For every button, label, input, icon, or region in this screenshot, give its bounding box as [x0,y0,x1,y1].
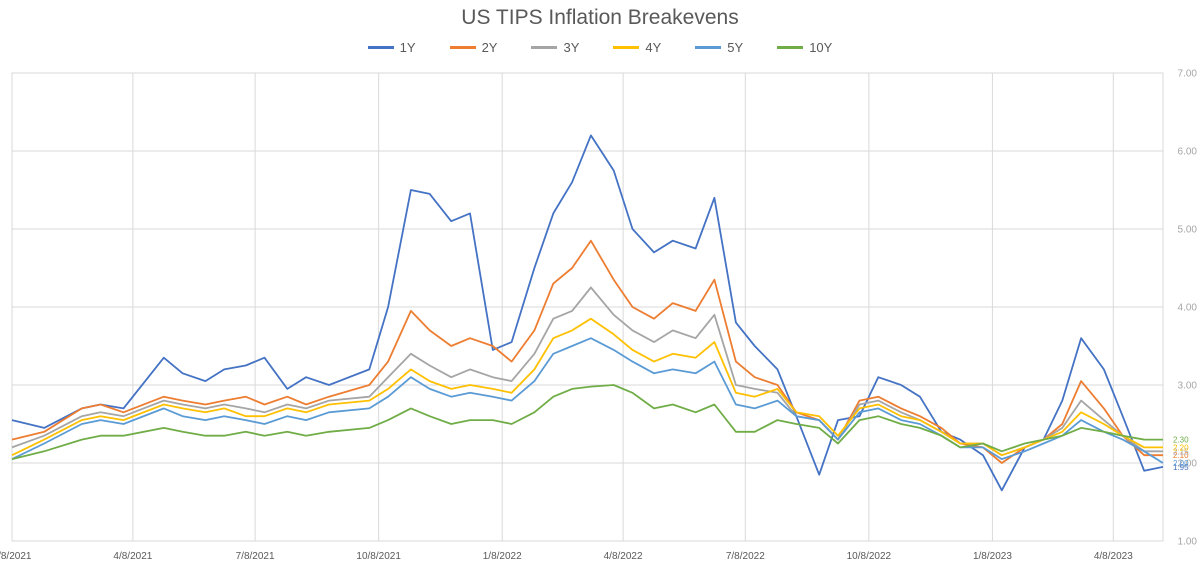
legend-label: 2Y [481,40,498,55]
y-tick-label: 6.00 [1178,147,1198,158]
legend-label: 10Y [809,40,833,55]
series-line-5y [11,337,1164,464]
x-tick-label: 4/8/2023 [1094,551,1133,562]
y-tick-label: 3.00 [1178,381,1198,392]
x-tick-label: 7/8/2022 [726,551,765,562]
legend-item-4y: 4Y [613,40,661,55]
y-tick-label: 7.00 [1178,69,1198,80]
x-tick-label: 1/8/2022 [483,551,522,562]
y-tick-label: 5.00 [1178,225,1198,236]
legend-label: 1Y [399,40,416,55]
x-tick-label: 1/8/2023 [973,551,1012,562]
chart-legend: 1Y 2Y 3Y 4Y 5Y 10Y [0,40,1200,55]
legend-item-2y: 2Y [449,40,498,55]
legend-swatch [531,46,558,49]
legend-label: 4Y [645,40,662,55]
series-line-1y [11,134,1164,492]
x-tick-label: 10/8/2021 [356,551,401,562]
legend-swatch [367,46,394,49]
legend-swatch [613,46,640,49]
y-tick-label: 4.00 [1178,303,1198,314]
chart-title: US TIPS Inflation Breakevens [461,6,739,29]
legend-label: 5Y [727,40,744,55]
legend-swatch [777,46,804,49]
legend-swatch [695,46,722,49]
x-tick-label: 10/8/2022 [847,551,892,562]
legend-item-10y: 10Y [777,40,832,55]
legend-swatch [449,46,476,49]
series-line-2y [11,239,1163,464]
end-label-3y: 2.15 [1173,447,1189,456]
end-label-2y: 2.10 [1173,451,1189,460]
series-line-10y [11,384,1163,460]
x-tick-label: 1/8/2021 [0,551,32,562]
series-line-3y [11,286,1163,457]
legend-item-3y: 3Y [531,40,579,55]
legend-item-1y: 1Y [367,40,416,55]
x-tick-label: 4/8/2022 [604,551,643,562]
legend-label: 3Y [563,40,580,55]
y-tick-label: 1.00 [1178,537,1198,548]
x-tick-label: 7/8/2021 [236,551,275,562]
x-tick-label: 4/8/2021 [113,551,152,562]
end-label-10y: 2.30 [1173,436,1189,445]
y-tick-label: 2.00 [1178,459,1198,470]
legend-item-5y: 5Y [695,40,743,55]
end-label-1y: 1.95 [1173,463,1189,472]
end-label-4y: 2.20 [1173,443,1189,452]
end-label-5y: 2.00 [1173,459,1189,468]
